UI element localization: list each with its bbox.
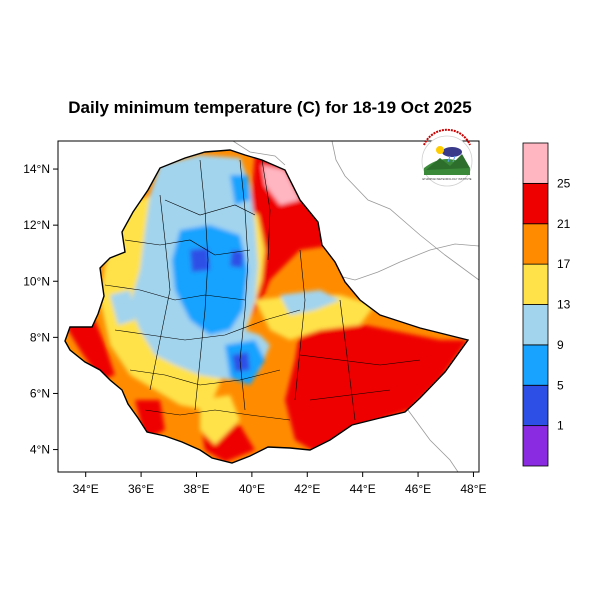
legend-swatch xyxy=(522,182,549,225)
admin-line-13 xyxy=(299,354,421,366)
legend-label: 25 xyxy=(557,176,571,190)
y-tick-label: 14°N xyxy=(23,162,50,176)
logo-caption: ETHIOPIAN METEOROLOGY INSTITUTE xyxy=(422,177,471,181)
map-frame xyxy=(57,140,480,473)
x-tick-label: 36°E xyxy=(128,482,154,496)
y-tick-label: 6°N xyxy=(30,386,50,400)
admin-line-10 xyxy=(261,159,271,261)
admin-line-9 xyxy=(239,159,249,411)
legend-swatch xyxy=(522,263,549,305)
somalia-coastline xyxy=(407,409,459,472)
field-pink-danakil xyxy=(262,165,300,205)
admin-boundaries xyxy=(104,159,421,421)
legend-swatch xyxy=(522,223,549,265)
x-tick-label: 34°E xyxy=(73,482,99,496)
y-axis: 4°N 6°N 8°N 10°N 12°N 14°N xyxy=(23,162,58,457)
map-title: Daily minimum temperature (C) for 18-19 … xyxy=(68,98,471,117)
ethiopian-meteorology-institute-logo: ETHIOPIAN METEOROLOGY INSTITUTE xyxy=(421,128,473,187)
x-tick-label: 40°E xyxy=(239,482,265,496)
temperature-field xyxy=(65,150,468,463)
field-darkblue-wollo xyxy=(230,250,244,268)
legend-label: 5 xyxy=(557,378,564,392)
legend-label: 17 xyxy=(557,257,571,271)
admin-line-6 xyxy=(144,409,291,421)
legend-swatch xyxy=(522,384,549,427)
admin-line-7 xyxy=(149,194,171,391)
field-darkblue-bale-mtn xyxy=(232,352,250,372)
ethiopia-country-border xyxy=(64,149,470,464)
legend-swatch xyxy=(522,425,549,467)
legend-swatch xyxy=(522,304,549,346)
admin-line-12 xyxy=(339,299,356,421)
x-tick-label: 42°E xyxy=(294,482,320,496)
admin-line-2 xyxy=(124,239,251,256)
legend-swatch xyxy=(522,142,549,184)
legend-swatch xyxy=(522,344,549,386)
field-red-ogaden xyxy=(285,320,468,455)
red-sea-coastline xyxy=(331,141,479,281)
y-tick-label: 4°N xyxy=(30,443,50,457)
legend-label: 9 xyxy=(557,338,564,352)
x-tick-label: 44°E xyxy=(350,482,376,496)
legend-label: 13 xyxy=(557,298,571,312)
x-tick-label: 46°E xyxy=(405,482,431,496)
map-plot-area: 34°E 36°E 38°E 40°E 42°E 44°E 46°E 48°E 4°N 6°N 8… xyxy=(23,128,487,496)
field-red-gambella xyxy=(65,320,115,380)
y-tick-label: 8°N xyxy=(30,330,50,344)
y-tick-label: 10°N xyxy=(23,274,50,288)
field-yellow-borana xyxy=(200,395,240,445)
x-tick-label: 38°E xyxy=(183,482,209,496)
field-lightblue-west xyxy=(110,290,135,325)
field-yellow-eastern xyxy=(255,295,375,340)
legend-label: 21 xyxy=(557,217,571,231)
admin-line-14 xyxy=(309,389,391,401)
legend-label: 1 xyxy=(557,419,564,433)
border-sudan-eritrea xyxy=(232,141,286,166)
field-darkblue-gojjam xyxy=(190,248,210,272)
y-tick-label: 12°N xyxy=(23,218,50,232)
color-legend: 1 5 9 13 17 21 25 xyxy=(522,142,571,467)
admin-line-11 xyxy=(294,249,306,401)
admin-line-4 xyxy=(114,309,301,341)
admin-line-3 xyxy=(104,284,246,301)
admin-line-8 xyxy=(194,159,209,411)
x-axis: 34°E 36°E 38°E 40°E 42°E 44°E 46°E 48°E xyxy=(73,472,487,496)
field-lightblue-harar xyxy=(280,290,340,315)
field-blue-north xyxy=(230,175,250,205)
x-tick-label: 48°E xyxy=(460,482,486,496)
